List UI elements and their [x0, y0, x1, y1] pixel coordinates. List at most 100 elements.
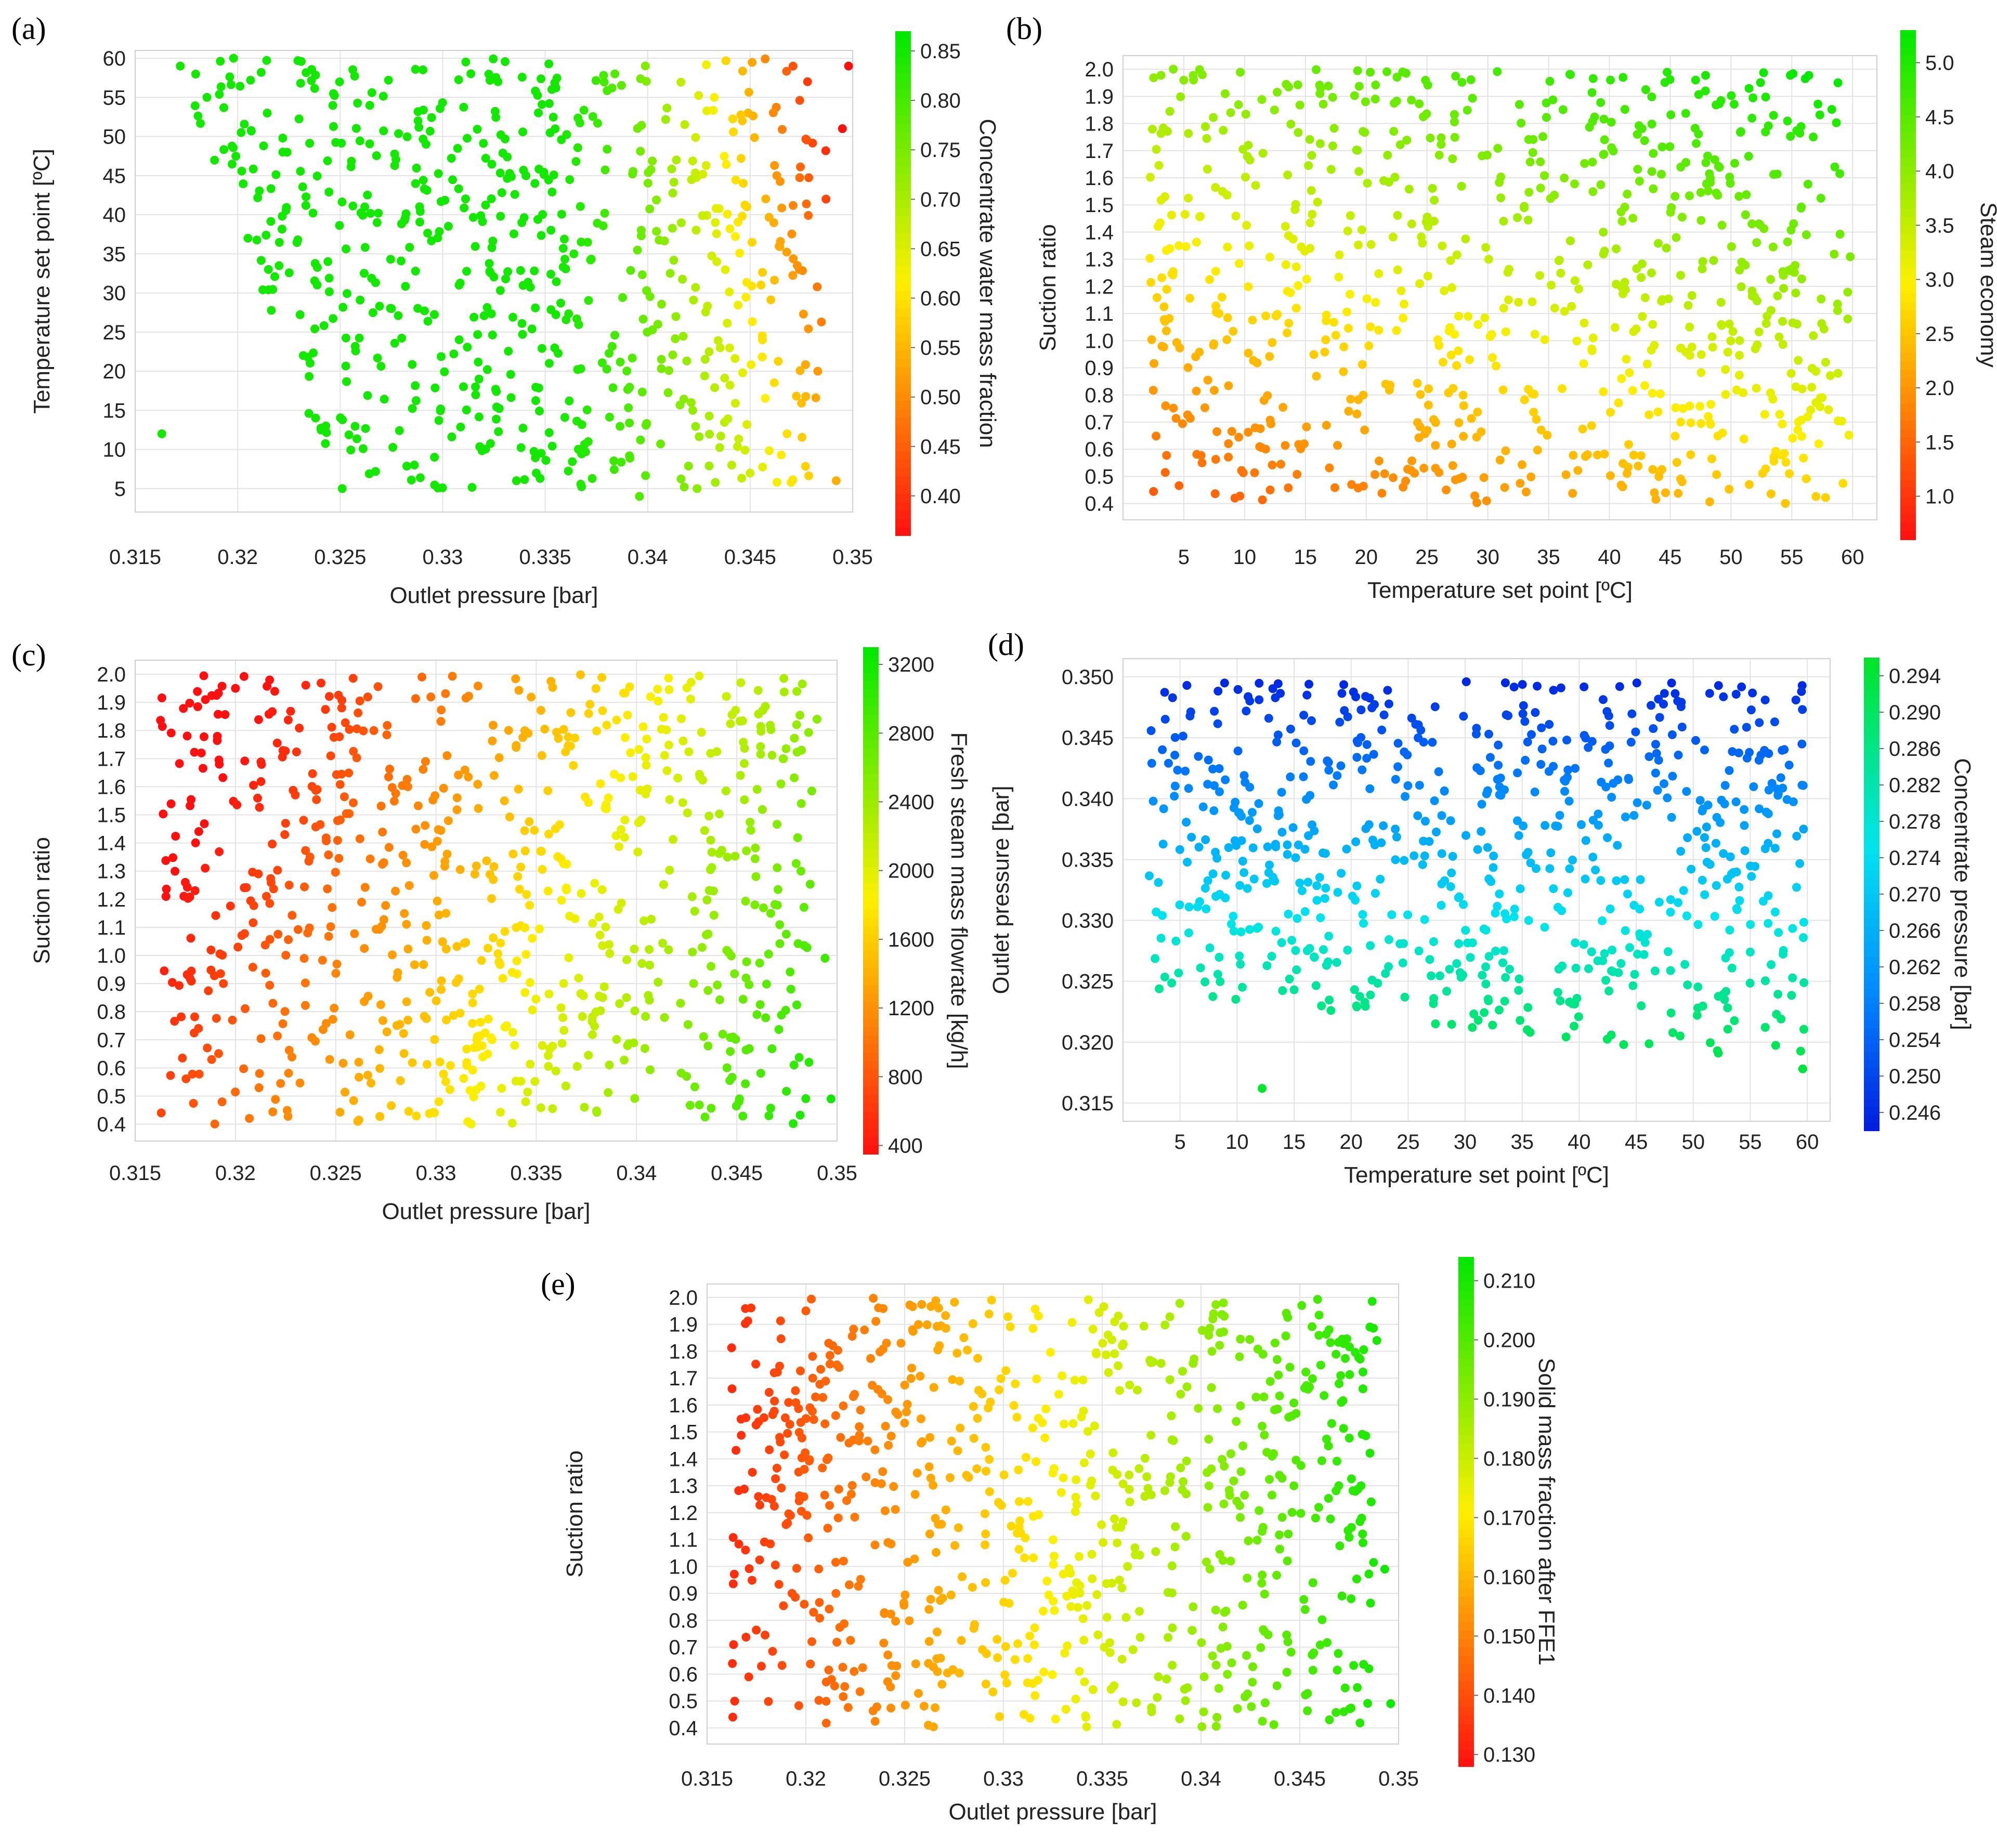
data-point [1653, 407, 1663, 416]
data-point [1639, 950, 1649, 959]
data-point [525, 901, 534, 910]
data-point [1226, 1556, 1235, 1566]
data-point [1260, 1698, 1270, 1708]
colorbar-segment [1900, 149, 1916, 158]
data-point [1315, 139, 1325, 148]
colorbar-segment [1458, 1435, 1474, 1445]
data-point [1493, 67, 1502, 76]
data-point [1787, 991, 1796, 1000]
data-point [1409, 851, 1419, 860]
data-point [1714, 681, 1723, 690]
data-point [1189, 1358, 1198, 1368]
data-point [709, 911, 719, 920]
data-point [686, 677, 696, 687]
data-point [620, 815, 630, 824]
data-point [301, 1001, 310, 1010]
data-point [324, 287, 334, 296]
colorbar-segment [1864, 760, 1879, 769]
data-point [488, 736, 497, 745]
data-point [495, 960, 505, 969]
colorbar-segment [1458, 1291, 1474, 1300]
data-point [1633, 949, 1642, 959]
data-point [948, 1375, 957, 1384]
data-point [463, 343, 472, 352]
data-point [1513, 768, 1522, 778]
data-point [526, 282, 535, 292]
data-point [544, 1061, 553, 1071]
data-point [1322, 316, 1331, 325]
colorbar-segment [1900, 234, 1916, 243]
data-point [628, 169, 637, 179]
data-point [1619, 1040, 1628, 1049]
data-point [1617, 282, 1626, 292]
data-point [1362, 740, 1372, 749]
data-point [546, 305, 556, 314]
data-point [1238, 145, 1248, 154]
data-point [956, 1423, 965, 1433]
data-point [390, 338, 399, 348]
data-point [1670, 192, 1680, 201]
data-point [870, 1540, 880, 1550]
data-point [993, 1635, 1002, 1644]
data-point [1175, 845, 1184, 854]
data-point [1361, 692, 1371, 701]
data-point [1184, 928, 1193, 938]
data-point [678, 798, 687, 807]
data-point [1014, 1545, 1024, 1554]
data-point [795, 173, 804, 182]
scatter-points [157, 54, 853, 501]
data-point [350, 422, 360, 431]
data-point [914, 1689, 923, 1698]
data-point [1750, 292, 1759, 302]
data-point [1617, 374, 1626, 383]
data-point [1726, 179, 1735, 188]
y-tick-label: 25 [103, 321, 126, 344]
data-point [302, 192, 311, 202]
data-point [1653, 785, 1662, 795]
data-point [1307, 151, 1316, 160]
data-point [1665, 75, 1675, 84]
data-point [725, 287, 734, 297]
data-point [544, 99, 554, 108]
data-point [1099, 1538, 1108, 1547]
data-point [1304, 161, 1313, 171]
data-point [741, 974, 751, 983]
data-point [316, 820, 325, 829]
data-point [781, 1006, 790, 1015]
data-point [1324, 758, 1333, 767]
data-point [1705, 497, 1714, 506]
data-point [946, 1590, 956, 1600]
data-point [1156, 1359, 1166, 1368]
data-point [1166, 1472, 1175, 1482]
data-point [327, 723, 336, 732]
data-point [1119, 1321, 1128, 1331]
data-point [624, 403, 633, 412]
colorbar-segment [1900, 438, 1916, 447]
data-point [1510, 905, 1519, 914]
data-point [751, 1420, 761, 1430]
panel-c: (c)0.315 0.32 0.325 0.33 0.335 0.34 0.345 0.350… [11, 638, 972, 1224]
data-point [520, 726, 529, 736]
data-point [786, 985, 795, 994]
colorbar-segment [863, 968, 879, 977]
data-point [1091, 1491, 1100, 1501]
data-point [537, 847, 546, 856]
data-point [1203, 375, 1212, 385]
data-point [1556, 268, 1565, 278]
data-point [176, 61, 185, 71]
data-point [790, 773, 799, 782]
colorbar-segment [1458, 1698, 1474, 1708]
data-point [1799, 978, 1809, 987]
data-point [1233, 746, 1243, 756]
data-point [1701, 843, 1711, 853]
y-tick-label: 0.8 [97, 1001, 126, 1024]
data-point [1049, 1596, 1058, 1606]
colorbar-tick-label: 3200 [888, 653, 934, 676]
data-point [281, 951, 291, 960]
data-point [520, 988, 530, 997]
data-point [1132, 1698, 1141, 1708]
data-point [1353, 1683, 1362, 1692]
data-point [1234, 432, 1244, 442]
data-point [1672, 233, 1681, 242]
